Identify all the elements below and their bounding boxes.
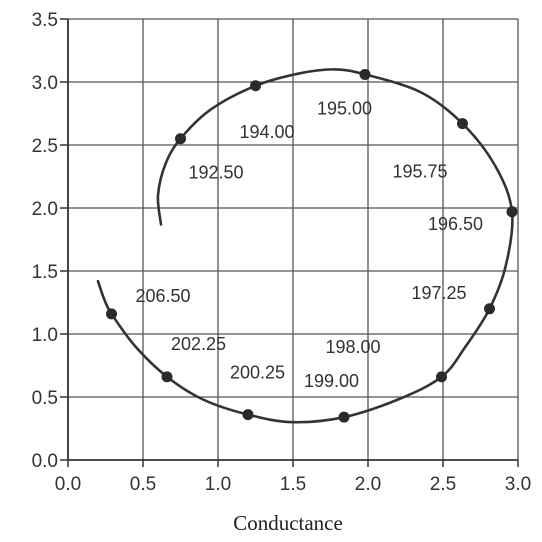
data-point <box>484 303 495 315</box>
y-tick-label: 0.5 <box>32 388 58 409</box>
point-label: 198.00 <box>326 337 381 357</box>
grid <box>68 18 519 460</box>
data-point <box>175 133 186 145</box>
x-tick-label: 2.5 <box>430 474 456 495</box>
x-tick-label: 1.5 <box>280 474 306 495</box>
data-curve <box>96 68 514 424</box>
y-tick-label: 1.0 <box>32 325 58 346</box>
x-tick-label: 0.0 <box>55 474 81 495</box>
point-label: 199.00 <box>304 371 359 391</box>
data-point <box>242 409 254 421</box>
data-point <box>338 411 350 423</box>
point-label: 194.00 <box>240 122 295 142</box>
y-tick-label: 0.0 <box>32 451 58 472</box>
axes <box>60 18 519 467</box>
x-tick-label: 2.0 <box>355 474 381 495</box>
point-label: 195.00 <box>317 98 372 118</box>
tick-labels: 0.0 0.5 1.0 1.5 2.0 2.5 3.0 0.0 0.5 1.0 1.5 2.0 2.5 3… <box>32 10 532 495</box>
y-tick-label: 3.5 <box>32 10 58 31</box>
data-point <box>106 308 117 320</box>
y-tick-label: 3.0 <box>32 73 58 94</box>
y-tick-label: 2.0 <box>32 199 58 220</box>
x-tick-label: 0.5 <box>130 474 156 495</box>
data-points <box>106 68 518 423</box>
y-tick-label: 2.5 <box>32 136 58 157</box>
x-tick-label: 3.0 <box>505 474 531 495</box>
point-label: 206.50 <box>136 286 191 306</box>
point-labels: 192.50 194.00 195.00 195.75 196.50 197.25 198.… <box>136 98 484 391</box>
point-label: 202.25 <box>171 334 226 354</box>
x-tick-label: 1.0 <box>205 474 231 495</box>
y-tick-label: 1.5 <box>32 262 58 283</box>
data-point <box>436 371 447 383</box>
data-point <box>161 371 173 383</box>
x-axis-label: Conductance <box>233 511 343 535</box>
data-point <box>359 68 371 80</box>
point-label: 195.75 <box>393 162 448 182</box>
point-label: 197.25 <box>412 283 467 303</box>
point-label: 196.50 <box>428 214 483 234</box>
point-label: 192.50 <box>189 163 244 183</box>
data-point <box>506 206 518 218</box>
data-point <box>457 118 468 130</box>
point-label: 200.25 <box>230 363 285 383</box>
data-point <box>250 80 261 92</box>
